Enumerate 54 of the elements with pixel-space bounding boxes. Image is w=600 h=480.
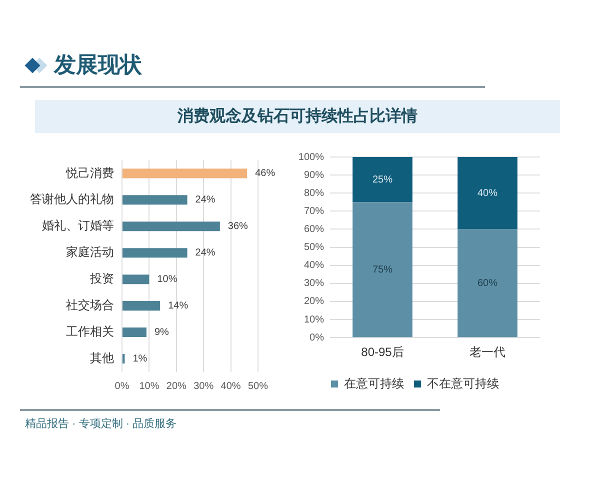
bar [122,301,160,311]
data-label: 36% [228,221,248,232]
y-tick-label: 社交场合 [66,298,114,312]
y-tick-label: 家庭活动 [66,245,114,260]
y-tick-label: 20% [304,296,324,308]
x-tick-label: 20% [166,380,187,392]
bar [122,168,248,178]
x-tick-label: 50% [248,380,268,392]
data-label: 75% [372,264,393,276]
y-tick-label: 答谢他人的礼物 [30,192,114,206]
data-label: 1% [132,354,148,365]
bar [458,157,518,230]
x-tick-label: 40% [220,380,241,392]
y-tick-label: 90% [304,170,324,181]
data-label: 40% [477,188,498,199]
bar [122,248,188,258]
x-tick-label: 30% [194,380,214,392]
y-tick-label: 投资 [89,272,114,286]
bar [122,195,188,205]
y-tick-label: 工作相关 [66,324,114,339]
data-label: 9% [154,327,170,338]
y-tick-label: 40% [304,260,324,272]
y-tick-label: 其他 [90,351,114,366]
x-tick-label: 老一代 [470,345,506,360]
legend-label: 在意可持续 [344,376,404,390]
legend-label: 不在意可持续 [427,376,499,390]
bar [458,229,518,338]
y-tick-label: 悦己消费 [65,166,114,180]
y-tick-label: 30% [304,278,324,290]
bar [122,274,150,284]
data-label: 46% [255,168,276,180]
bar [352,202,412,338]
y-tick-label: 50% [304,242,324,254]
y-tick-label: 80% [304,188,324,199]
text: 精品报告 · 专项定制 · 品质服务 [25,416,177,432]
data-label: 10% [157,274,178,286]
bar [352,157,412,202]
y-tick-label: 60% [304,224,324,235]
data-label: 24% [195,194,216,206]
x-tick-label: 10% [139,380,160,392]
data-label: 25% [372,174,393,186]
y-tick-label: 婚礼、订婚等 [42,218,114,233]
y-tick-label: 70% [304,206,324,217]
data-label: 24% [195,248,216,259]
y-tick-label: 100% [298,152,324,163]
x-tick-label: 80-95后 [361,345,404,360]
chart-title: 发展现状 [54,51,142,79]
bar [122,222,220,232]
y-tick-label: 0% [310,332,324,344]
data-label: 60% [477,278,498,289]
y-tick-label: 10% [304,314,324,326]
bar [122,328,146,338]
x-tick-label: 0% [114,380,130,392]
data-label: 14% [168,300,188,312]
